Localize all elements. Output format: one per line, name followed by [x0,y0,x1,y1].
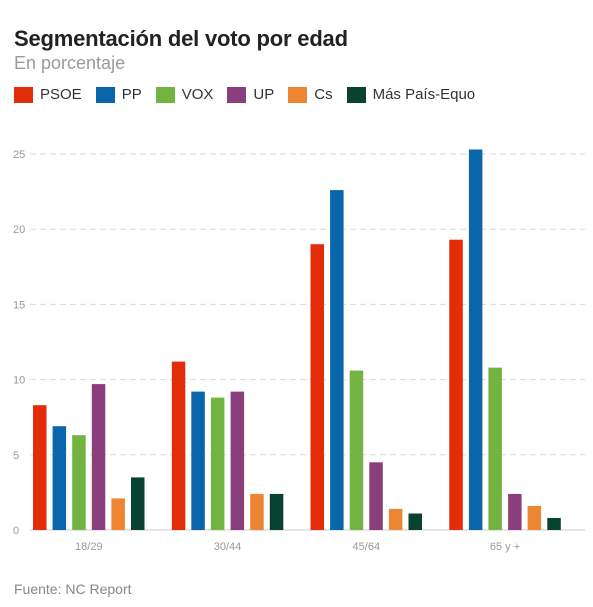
y-tick-label: 15 [13,299,25,311]
bar-psoe [449,239,463,530]
chart-legend: PSOE PP VOX UP Cs Más País-Equo [14,86,489,103]
bar-cs [250,493,264,530]
bar-m-s-pa-s-equo [269,493,284,530]
chart-subtitle: En porcentaje [14,53,126,73]
source-note: Fuente: NC Report [14,581,132,597]
legend-item: Más País-Equo [346,86,476,103]
legend-label: Cs [314,86,333,103]
legend-item: PSOE [14,86,82,103]
legend-item: UP [227,86,274,103]
bar-pp [191,391,205,530]
bar-cs [527,505,542,530]
legend-label: PSOE [40,86,82,103]
bar-m-s-pa-s-equo [131,477,145,530]
x-tick-label: 65 y + [490,541,520,553]
x-tick-label: 45/64 [353,541,381,553]
legend-item: VOX [155,86,214,103]
legend-item: Cs [288,86,333,103]
legend-swatch [14,86,33,103]
bar-up [369,462,383,530]
bar-m-s-pa-s-equo [547,518,561,530]
bar-pp [468,149,483,530]
bar-cs [111,498,125,530]
y-tick-label: 5 [13,450,19,462]
y-tick-label: 20 [13,224,25,236]
bar-up [230,391,245,530]
legend-label: UP [253,86,275,103]
bar-pp [330,190,344,530]
legend-swatch [95,86,115,103]
bar-up [508,493,522,530]
chart-title: Segmentación del voto por edad [14,26,348,51]
legend-swatch [346,86,366,103]
bar-m-s-pa-s-equo [408,513,422,530]
bar-psoe [310,244,324,530]
legend-label: PP [121,86,142,103]
bar-vox [488,367,502,530]
bar-cs [388,508,403,530]
y-tick-label: 10 [13,375,25,387]
bar-pp [52,426,67,530]
legend-label: VOX [181,86,214,103]
y-tick-label: 0 [13,525,19,537]
bar-vox [349,370,364,530]
legend-item: PP [95,86,142,103]
y-tick-label: 25 [13,149,25,161]
bar-vox [72,435,86,530]
x-tick-label: 30/44 [214,541,242,553]
bar-up [91,384,106,530]
bar-psoe [171,361,186,530]
legend-swatch [288,86,308,103]
legend-swatch [227,86,247,103]
bar-vox [210,397,225,530]
legend-swatch [155,86,175,103]
legend-label: Más País-Equo [372,86,476,103]
bar-psoe [33,405,47,530]
x-tick-label: 18/29 [75,541,103,553]
